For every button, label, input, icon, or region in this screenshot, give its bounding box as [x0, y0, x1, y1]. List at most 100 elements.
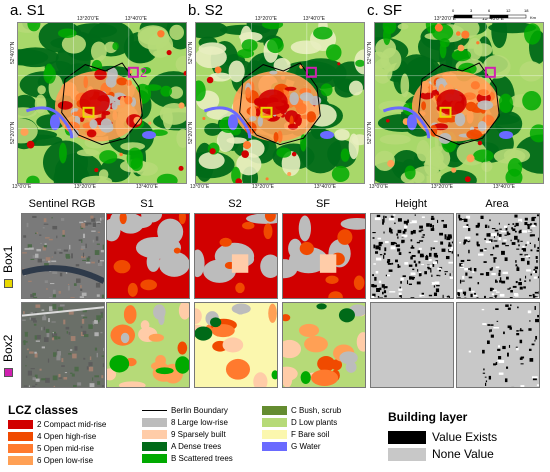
- lcz-legend-item-8: B Scattered trees: [142, 454, 233, 463]
- map-s1: [17, 22, 187, 184]
- lcz-swatch: [262, 418, 287, 427]
- box1-marker: [260, 106, 273, 118]
- box2-number: 2: [139, 64, 148, 80]
- lcz-swatch: [8, 444, 33, 453]
- landcover-map-s2: [196, 23, 364, 183]
- lcz-legend-label: Berlin Boundary: [171, 406, 228, 415]
- lcz-swatch: [8, 456, 33, 465]
- scale-bar: 0 3 6 12 18 Km: [452, 8, 540, 22]
- bottom-tick-label: 13°0'0"E: [190, 184, 210, 190]
- lcz-legend-item-4: Berlin Boundary: [142, 406, 228, 415]
- lcz-legend-item-12: G Water: [262, 442, 320, 451]
- scale-unit: Km: [530, 15, 536, 20]
- bottom-tick-label: 13°20'0"E: [431, 184, 453, 190]
- left-tick-label: 52°20'0"N: [367, 121, 373, 144]
- map-title-s1: a. S1: [10, 2, 46, 19]
- map-sf: [374, 22, 544, 184]
- left-tick-label: 52°40'0"N: [367, 41, 373, 64]
- map-title-s2: b. S2: [188, 2, 224, 19]
- scale-label: 0: [452, 8, 455, 13]
- bottom-tick-label: 13°40'0"E: [314, 184, 336, 190]
- lcz-swatch: [8, 432, 33, 441]
- scale-label: 6: [488, 8, 491, 13]
- col-header-5: Area: [485, 198, 509, 210]
- landcover-map-s1: [18, 23, 186, 183]
- bottom-tick-label: 13°0'0"E: [369, 184, 389, 190]
- lcz-legend-item-5: 8 Large low-rise: [142, 418, 228, 427]
- map-title-sf: c. SF: [367, 2, 403, 19]
- lcz-swatch: [262, 430, 287, 439]
- lcz-legend-item-1: 4 Open high-rise: [8, 432, 96, 441]
- lcz-legend-item-0: 2 Compact mid-rise: [8, 420, 106, 429]
- tile-row1-col4: [370, 302, 454, 388]
- row-label-0: Box1: [1, 245, 15, 273]
- left-tick-label: 52°40'0"N: [188, 41, 194, 64]
- tile-row0-col4: [370, 213, 454, 299]
- lcz-legend-item-9: C Bush, scrub: [262, 406, 341, 415]
- lcz-swatch: [142, 454, 167, 463]
- lcz-legend-label: 9 Sparsely built: [171, 430, 226, 439]
- lcz-legend-label: A Dense trees: [171, 442, 222, 451]
- building-legend-item-1: None Value: [388, 447, 494, 461]
- boundary-line-swatch: [142, 410, 167, 411]
- lcz-swatch: [142, 430, 167, 439]
- scale-label: 12: [506, 8, 511, 13]
- top-tick-label: 13°40'0"E: [125, 16, 147, 22]
- tile-row1-col3: [282, 302, 366, 388]
- lcz-legend-label: C Bush, scrub: [291, 406, 342, 415]
- bottom-tick-label: 13°40'0"E: [493, 184, 515, 190]
- lcz-legend-item-10: D Low plants: [262, 418, 337, 427]
- row-marker-1: [4, 368, 13, 377]
- left-tick-label: 52°40'0"N: [10, 41, 16, 64]
- top-tick-label: 13°40'0"E: [482, 16, 504, 22]
- tile-row0-col3: [282, 213, 366, 299]
- tile-row0-col0: [21, 213, 105, 299]
- lcz-legend-label: G Water: [291, 442, 321, 451]
- building-swatch: [388, 430, 426, 444]
- col-header-2: S2: [228, 198, 242, 210]
- top-tick-label: 13°20'0"E: [434, 16, 456, 22]
- lcz-legend-title: LCZ classes: [8, 403, 79, 417]
- tile-row0-col2: [194, 213, 278, 299]
- bottom-tick-label: 13°0'0"E: [12, 184, 32, 190]
- bottom-tick-label: 13°20'0"E: [74, 184, 96, 190]
- left-tick-label: 52°20'0"N: [188, 121, 194, 144]
- lcz-legend-label: D Low plants: [291, 418, 338, 427]
- lcz-legend-label: 4 Open high-rise: [37, 432, 97, 441]
- row-marker-0: [4, 279, 13, 288]
- building-legend-label: Value Exists: [432, 430, 498, 444]
- lcz-legend-label: 2 Compact mid-rise: [37, 420, 107, 429]
- tile-row0-col1: [106, 213, 190, 299]
- box2-marker: [305, 66, 317, 78]
- lcz-legend-label: 5 Open mid-rise: [37, 444, 94, 453]
- tile-row1-col5: [456, 302, 540, 388]
- col-header-1: S1: [140, 198, 154, 210]
- lcz-legend-label: B Scattered trees: [171, 454, 233, 463]
- building-legend-item-0: Value Exists: [388, 430, 497, 444]
- lcz-legend-label: 6 Open low-rise: [37, 456, 94, 465]
- lcz-swatch: [262, 406, 287, 415]
- lcz-legend-label: F Bare soil: [291, 430, 330, 439]
- tile-row1-col2: [194, 302, 278, 388]
- map-s2: [195, 22, 365, 184]
- lcz-legend-item-11: F Bare soil: [262, 430, 329, 439]
- lcz-legend-item-7: A Dense trees: [142, 442, 221, 451]
- lcz-legend-item-6: 9 Sparsely built: [142, 430, 226, 439]
- lcz-swatch: [142, 442, 167, 451]
- lcz-legend-item-3: 6 Open low-rise: [8, 456, 93, 465]
- row-label-1: Box2: [1, 334, 15, 362]
- building-legend-label: None Value: [432, 447, 494, 461]
- tile-row1-col1: [106, 302, 190, 388]
- building-legend-title: Building layer: [388, 410, 468, 424]
- bottom-tick-label: 13°40'0"E: [136, 184, 158, 190]
- lcz-swatch: [142, 418, 167, 427]
- top-tick-label: 13°20'0"E: [255, 16, 277, 22]
- scale-label: 18: [524, 8, 529, 13]
- box2-marker: [484, 66, 496, 78]
- lcz-swatch: [8, 420, 33, 429]
- top-tick-label: 13°40'0"E: [303, 16, 325, 22]
- box1-marker: [82, 106, 95, 118]
- col-header-3: SF: [315, 198, 331, 210]
- landcover-map-sf: [375, 23, 543, 183]
- left-tick-label: 52°20'0"N: [10, 121, 16, 144]
